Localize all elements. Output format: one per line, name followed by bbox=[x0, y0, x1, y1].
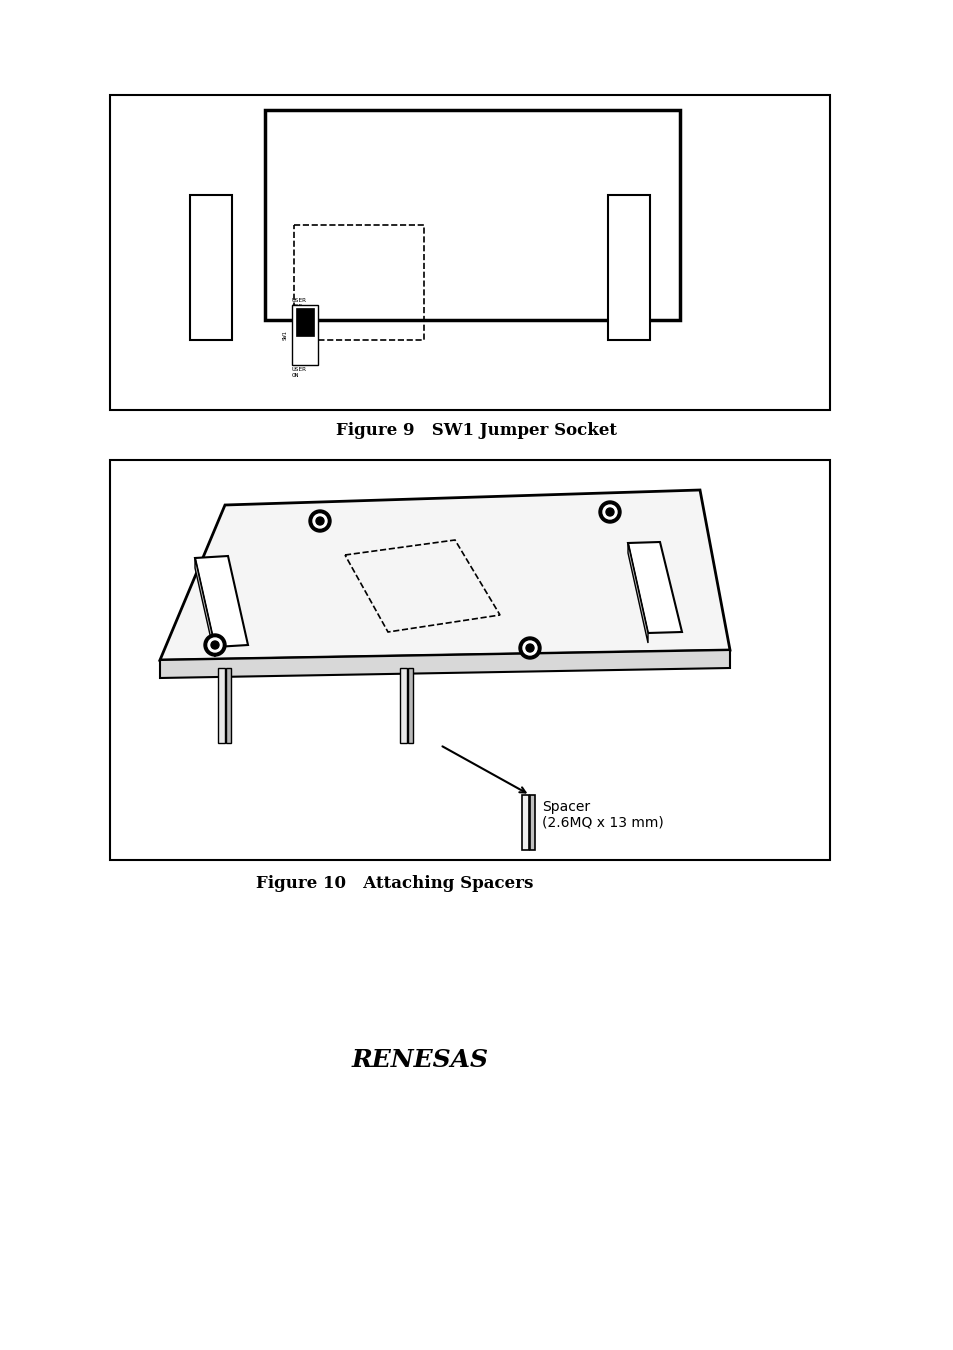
Circle shape bbox=[309, 510, 331, 532]
Polygon shape bbox=[627, 541, 681, 633]
Polygon shape bbox=[194, 556, 248, 647]
Circle shape bbox=[313, 514, 327, 528]
Bar bbox=[218, 668, 225, 743]
Bar bbox=[295, 308, 314, 336]
Circle shape bbox=[315, 517, 324, 525]
Bar bbox=[292, 305, 317, 365]
Polygon shape bbox=[160, 649, 729, 678]
Bar bbox=[521, 795, 529, 850]
Text: OFF: OFF bbox=[292, 304, 303, 309]
Circle shape bbox=[204, 634, 226, 656]
Text: SW1: SW1 bbox=[282, 331, 287, 340]
Circle shape bbox=[602, 505, 617, 518]
Bar bbox=[265, 109, 679, 320]
Text: RENESAS: RENESAS bbox=[351, 1048, 488, 1072]
Polygon shape bbox=[627, 543, 647, 643]
Text: (2.6MQ x 13 mm): (2.6MQ x 13 mm) bbox=[541, 815, 663, 829]
Text: USER: USER bbox=[292, 298, 307, 302]
Bar bbox=[294, 225, 423, 340]
Circle shape bbox=[525, 644, 534, 652]
Polygon shape bbox=[160, 490, 729, 660]
Bar bbox=[110, 95, 829, 410]
Text: USER: USER bbox=[292, 367, 307, 373]
Circle shape bbox=[518, 637, 540, 659]
Polygon shape bbox=[194, 558, 214, 657]
Bar bbox=[408, 668, 413, 743]
Bar bbox=[190, 194, 232, 340]
Bar bbox=[399, 668, 407, 743]
Text: Figure 9   SW1 Jumper Socket: Figure 9 SW1 Jumper Socket bbox=[336, 423, 617, 439]
Text: ON: ON bbox=[292, 373, 299, 378]
Text: Spacer: Spacer bbox=[541, 801, 590, 814]
Bar bbox=[110, 460, 829, 860]
Circle shape bbox=[211, 641, 219, 649]
Bar bbox=[607, 194, 649, 340]
Circle shape bbox=[598, 501, 620, 522]
Bar bbox=[226, 668, 231, 743]
Circle shape bbox=[522, 641, 537, 655]
Text: Figure 10   Attaching Spacers: Figure 10 Attaching Spacers bbox=[256, 875, 533, 892]
Circle shape bbox=[605, 508, 614, 516]
Bar bbox=[530, 795, 535, 850]
Circle shape bbox=[208, 639, 222, 652]
